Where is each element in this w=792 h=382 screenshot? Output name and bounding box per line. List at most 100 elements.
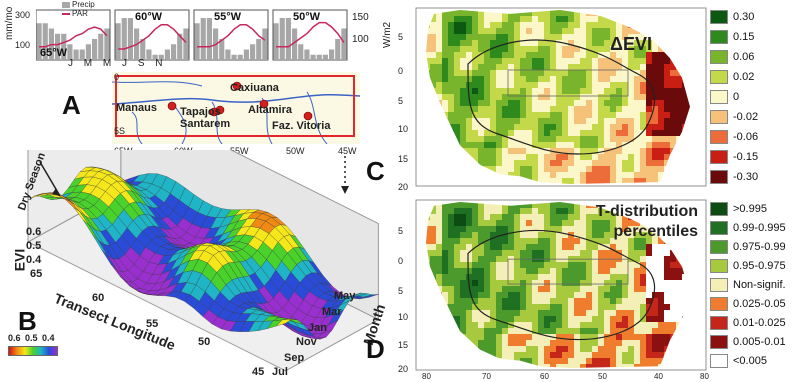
map-pixel xyxy=(550,250,556,256)
map-pixel xyxy=(538,364,544,368)
map-pixel xyxy=(538,94,544,100)
map-pixel xyxy=(448,238,454,244)
map-pixel xyxy=(562,292,568,298)
map-pixel xyxy=(568,40,574,46)
map-pixel xyxy=(610,334,616,340)
map-pixel xyxy=(430,220,436,226)
map-pixel xyxy=(676,94,682,100)
map-pixel xyxy=(556,286,562,292)
map-pixel xyxy=(586,334,592,340)
map-pixel xyxy=(592,214,598,220)
map-pixel xyxy=(676,130,682,136)
climate-strip xyxy=(114,9,190,61)
map-pixel xyxy=(520,232,526,238)
map-pixel xyxy=(550,244,556,250)
precip-bar xyxy=(158,54,164,60)
map-pixel xyxy=(550,94,556,100)
map-pixel xyxy=(592,28,598,34)
map-pixel xyxy=(484,286,490,292)
map-pixel xyxy=(658,328,664,334)
map-pixel xyxy=(646,88,652,94)
map-pixel xyxy=(496,292,502,298)
map-pixel xyxy=(490,166,496,172)
map-pixel xyxy=(526,124,532,130)
map-pixel xyxy=(538,298,544,304)
map-pixel xyxy=(640,172,646,178)
map-pixel xyxy=(448,118,454,124)
map-pixel xyxy=(544,202,550,208)
map-pixel xyxy=(580,58,586,64)
panel-label-d: D xyxy=(366,334,385,364)
map-pixel xyxy=(496,328,502,334)
map-pixel xyxy=(520,142,526,148)
precip-bar xyxy=(256,39,262,60)
map-pixel xyxy=(442,76,448,82)
map-pixel xyxy=(556,40,562,46)
map-pixel xyxy=(562,220,568,226)
map-pixel xyxy=(484,100,490,106)
colorbar-tick-06: 0.6 xyxy=(8,333,21,343)
map-pixel xyxy=(538,322,544,328)
map-pixel xyxy=(490,274,496,280)
map-pixel xyxy=(640,274,646,280)
map-pixel xyxy=(682,298,688,304)
map-pixel xyxy=(466,310,472,316)
map-pixel xyxy=(604,178,610,184)
map-pixel xyxy=(550,304,556,310)
map-pixel xyxy=(634,64,640,70)
map-pixel xyxy=(484,244,490,250)
map-pixel xyxy=(550,46,556,52)
map-pixel xyxy=(478,28,484,34)
map-pixel xyxy=(634,262,640,268)
map-pixel xyxy=(628,286,634,292)
map-pixel xyxy=(514,58,520,64)
map-pixel xyxy=(496,274,502,280)
map-pixel xyxy=(544,82,550,88)
map-pixel xyxy=(646,46,652,52)
map-pixel xyxy=(538,244,544,250)
map-pixel xyxy=(514,292,520,298)
map-site-label-tapajos: Tapajos xyxy=(180,106,221,118)
map-pixel xyxy=(496,130,502,136)
map-pixel xyxy=(592,166,598,172)
map-pixel xyxy=(442,28,448,34)
map-pixel xyxy=(640,88,646,94)
map-pixel xyxy=(538,226,544,232)
map-pixel xyxy=(502,298,508,304)
map-pixel xyxy=(514,46,520,52)
map-pixel xyxy=(592,160,598,166)
map-pixel xyxy=(520,88,526,94)
map-pixel xyxy=(568,124,574,130)
map-pixel xyxy=(676,268,682,274)
map-pixel xyxy=(574,244,580,250)
map-pixel xyxy=(604,112,610,118)
map-pixel xyxy=(448,232,454,238)
map-pixel xyxy=(514,322,520,328)
map-pixel xyxy=(586,130,592,136)
map-pixel xyxy=(532,280,538,286)
map-pixel xyxy=(508,124,514,130)
map-pixel xyxy=(604,160,610,166)
map-pixel xyxy=(622,226,628,232)
map-pixel xyxy=(568,58,574,64)
map-pixel xyxy=(628,70,634,76)
map-pixel xyxy=(556,88,562,94)
map-pixel xyxy=(592,250,598,256)
map-pixel xyxy=(562,154,568,160)
map-pixel xyxy=(472,100,478,106)
map-pixel xyxy=(466,316,472,322)
map-pixel xyxy=(640,316,646,322)
map-pixel xyxy=(538,34,544,40)
map-pixel xyxy=(466,208,472,214)
map-pixel xyxy=(460,82,466,88)
map-pixel xyxy=(610,310,616,316)
map-pixel xyxy=(544,334,550,340)
map-pixel xyxy=(580,316,586,322)
map-pixel xyxy=(520,112,526,118)
map-pixel xyxy=(426,46,430,52)
map-pixel xyxy=(592,316,598,322)
map-pixel xyxy=(586,364,592,368)
map-pixel xyxy=(532,352,538,358)
map-pixel xyxy=(454,118,460,124)
map-pixel xyxy=(640,154,646,160)
